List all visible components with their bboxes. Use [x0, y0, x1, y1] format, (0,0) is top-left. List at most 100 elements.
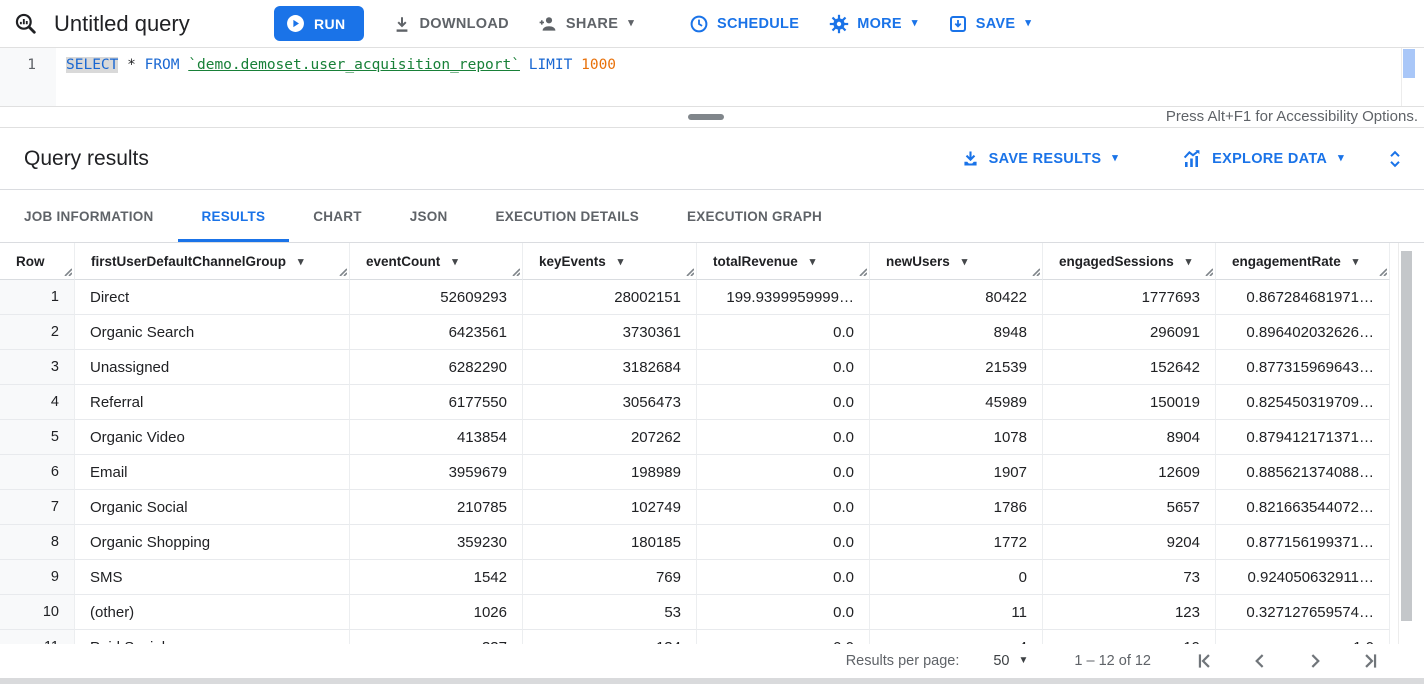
- previous-page-button[interactable]: [1248, 649, 1272, 673]
- last-page-button[interactable]: [1358, 649, 1382, 673]
- expand-collapse-button[interactable]: [1386, 149, 1404, 169]
- column-resize-grip[interactable]: [336, 265, 347, 276]
- table-row: 5 Organic Video 413854 207262 0.0 1078 8904 0.8…: [0, 420, 1424, 455]
- row-number-cell: 6: [0, 455, 75, 490]
- tab-execution-details[interactable]: EXECUTION DETAILS: [495, 208, 640, 224]
- next-page-button[interactable]: [1303, 649, 1327, 673]
- results-title: Query results: [24, 146, 149, 170]
- horizontal-scrollbar[interactable]: [0, 678, 1424, 684]
- sql-code-line[interactable]: SELECT * FROM `demo.demoset.user_acquisi…: [56, 48, 616, 106]
- column-menu-caret-icon[interactable]: ▾: [1352, 255, 1359, 268]
- table-cell: 52609293: [350, 280, 523, 315]
- column-header-label: Row: [16, 253, 45, 269]
- tab-json[interactable]: JSON: [409, 208, 448, 224]
- table-cell: 4: [870, 630, 1043, 644]
- sql-editor[interactable]: 1 SELECT * FROM `demo.demoset.user_acqui…: [0, 48, 1424, 106]
- column-resize-grip[interactable]: [856, 265, 867, 276]
- column-resize-grip[interactable]: [1376, 265, 1387, 276]
- more-button[interactable]: MORE ▾: [829, 14, 918, 34]
- column-menu-caret-icon[interactable]: ▾: [298, 255, 304, 268]
- clock-icon: [689, 14, 709, 34]
- save-button[interactable]: SAVE ▾: [948, 14, 1031, 34]
- table-cell: 19: [1043, 630, 1216, 644]
- table-cell: Direct: [75, 280, 350, 315]
- editor-scrollbar-thumb[interactable]: [1403, 49, 1415, 78]
- column-header-engagementrate[interactable]: engagementRate ▾: [1216, 243, 1390, 280]
- run-button[interactable]: RUN: [274, 6, 364, 41]
- share-button[interactable]: SHARE ▾: [537, 14, 634, 34]
- column-resize-grip[interactable]: [1202, 265, 1213, 276]
- table-cell: (other): [75, 595, 350, 630]
- column-header-label: totalRevenue: [713, 253, 798, 269]
- table-cell: 0.0: [697, 315, 870, 350]
- column-menu-caret-icon[interactable]: ▾: [961, 255, 968, 268]
- table-cell: 45989: [870, 385, 1043, 420]
- table-cell: 3730361: [523, 315, 697, 350]
- download-button[interactable]: DOWNLOAD: [392, 14, 509, 34]
- column-menu-caret-icon[interactable]: ▾: [452, 255, 458, 268]
- page-size-select[interactable]: 50 ▼: [993, 653, 1029, 669]
- results-table: Row firstUserDefaultChannelGroup ▾ eventCou…: [0, 243, 1424, 644]
- explore-data-button[interactable]: EXPLORE DATA ▾: [1182, 149, 1344, 168]
- table-scrollbar-thumb[interactable]: [1401, 251, 1412, 621]
- table-cell: 0.867284681971…: [1216, 280, 1390, 315]
- column-menu-caret-icon[interactable]: ▾: [809, 255, 816, 268]
- chevron-down-icon: ▾: [628, 17, 635, 29]
- person-add-icon: [537, 14, 558, 34]
- table-cell: 6282290: [350, 350, 523, 385]
- table-cell: 80422: [870, 280, 1043, 315]
- column-header-row[interactable]: Row: [0, 243, 75, 280]
- table-cell: 73: [1043, 560, 1216, 595]
- tab-job-information[interactable]: JOB INFORMATION: [24, 208, 154, 224]
- sql-keyword-from: FROM: [144, 57, 180, 73]
- table-cell: 1907: [870, 455, 1043, 490]
- sql-table-reference-link[interactable]: `demo.demoset.user_acquisition_report`: [188, 57, 520, 73]
- table-header-row: Row firstUserDefaultChannelGroup ▾ eventCou…: [0, 243, 1424, 280]
- column-header-totalrevenue[interactable]: totalRevenue ▾: [697, 243, 870, 280]
- table-cell: 21539: [870, 350, 1043, 385]
- column-header-eventcount[interactable]: eventCount ▾: [350, 243, 523, 280]
- table-cell: Referral: [75, 385, 350, 420]
- unfold-chevrons-icon: [1386, 149, 1404, 169]
- column-resize-grip[interactable]: [683, 265, 694, 276]
- table-cell: Organic Shopping: [75, 525, 350, 560]
- table-cell: 3056473: [523, 385, 697, 420]
- table-cell: 134: [523, 630, 697, 644]
- chevron-right-icon: [1304, 650, 1326, 672]
- column-header-keyevents[interactable]: keyEvents ▾: [523, 243, 697, 280]
- table-row: 9 SMS 1542 769 0.0 0 73 0.924050632911…: [0, 560, 1424, 595]
- tab-results[interactable]: RESULTS: [178, 190, 290, 242]
- table-cell: 5657: [1043, 490, 1216, 525]
- tab-execution-graph[interactable]: EXECUTION GRAPH: [687, 208, 823, 224]
- schedule-button[interactable]: SCHEDULE: [689, 14, 799, 34]
- table-row: 6 Email 3959679 198989 0.0 1907 12609 0.8856213…: [0, 455, 1424, 490]
- table-row: 10 (other) 1026 53 0.0 11 123 0.327127659574…: [0, 595, 1424, 630]
- table-row: 11Paid Social3371340.04191.0: [0, 630, 1424, 644]
- first-page-button[interactable]: [1193, 649, 1217, 673]
- chevron-down-icon: ▾: [1112, 152, 1119, 164]
- chevron-down-icon: ▾: [911, 17, 918, 29]
- column-header-newusers[interactable]: newUsers ▾: [870, 243, 1043, 280]
- column-header-firstuserdefaultchannelgroup[interactable]: firstUserDefaultChannelGroup ▾: [75, 243, 350, 280]
- row-number-cell: 3: [0, 350, 75, 385]
- table-cell: 28002151: [523, 280, 697, 315]
- tab-chart[interactable]: CHART: [313, 208, 362, 224]
- pane-drag-handle[interactable]: [688, 114, 724, 120]
- table-cell: 6177550: [350, 385, 523, 420]
- column-menu-caret-icon[interactable]: ▾: [1185, 255, 1192, 268]
- query-magnifier-icon: [14, 12, 38, 36]
- table-cell: 0.0: [697, 525, 870, 560]
- column-header-engagedsessions[interactable]: engagedSessions ▾: [1043, 243, 1216, 280]
- table-cell: 3182684: [523, 350, 697, 385]
- row-number-cell: 7: [0, 490, 75, 525]
- save-results-button[interactable]: SAVE RESULTS ▾: [961, 149, 1118, 168]
- column-resize-grip[interactable]: [61, 265, 72, 276]
- results-tab-bar: JOB INFORMATION RESULTS CHART JSON EXECUTION…: [0, 190, 1424, 243]
- column-menu-caret-icon[interactable]: ▾: [617, 255, 624, 268]
- table-cell: 6423561: [350, 315, 523, 350]
- column-resize-grip[interactable]: [1029, 265, 1040, 276]
- table-cell: 0.877315969643…: [1216, 350, 1390, 385]
- column-resize-grip[interactable]: [509, 265, 520, 276]
- table-cell: 198989: [523, 455, 697, 490]
- table-cell: Organic Search: [75, 315, 350, 350]
